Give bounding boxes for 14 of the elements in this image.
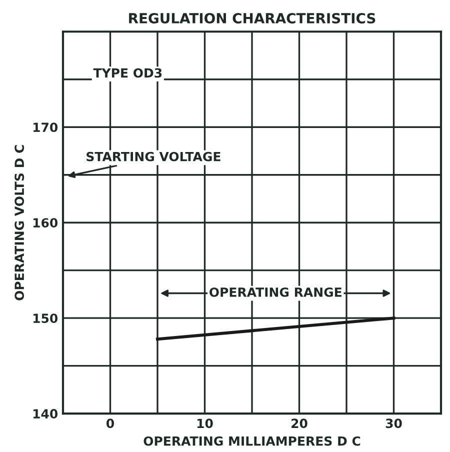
chart-title: REGULATION CHARACTERISTICS bbox=[129, 13, 376, 24]
annotation: STARTING VOLTAGE bbox=[86, 152, 220, 162]
x-tick-label: 10 bbox=[197, 418, 213, 428]
x-axis-title: OPERATING MILLIAMPERES D C bbox=[144, 436, 360, 446]
x-tick-label: 0 bbox=[106, 418, 114, 428]
y-tick-label: 150 bbox=[33, 314, 58, 324]
y-axis-title: OPERATING VOLTS D C bbox=[14, 145, 24, 300]
annotation: OPERATING RANGE bbox=[210, 287, 342, 297]
y-tick-label: 140 bbox=[33, 409, 58, 419]
annotation: TYPE OD3 bbox=[93, 68, 162, 78]
y-tick-label: 170 bbox=[33, 122, 58, 132]
y-tick-label: 160 bbox=[33, 218, 58, 228]
x-tick-label: 30 bbox=[386, 418, 402, 428]
x-tick-label: 20 bbox=[292, 418, 308, 428]
